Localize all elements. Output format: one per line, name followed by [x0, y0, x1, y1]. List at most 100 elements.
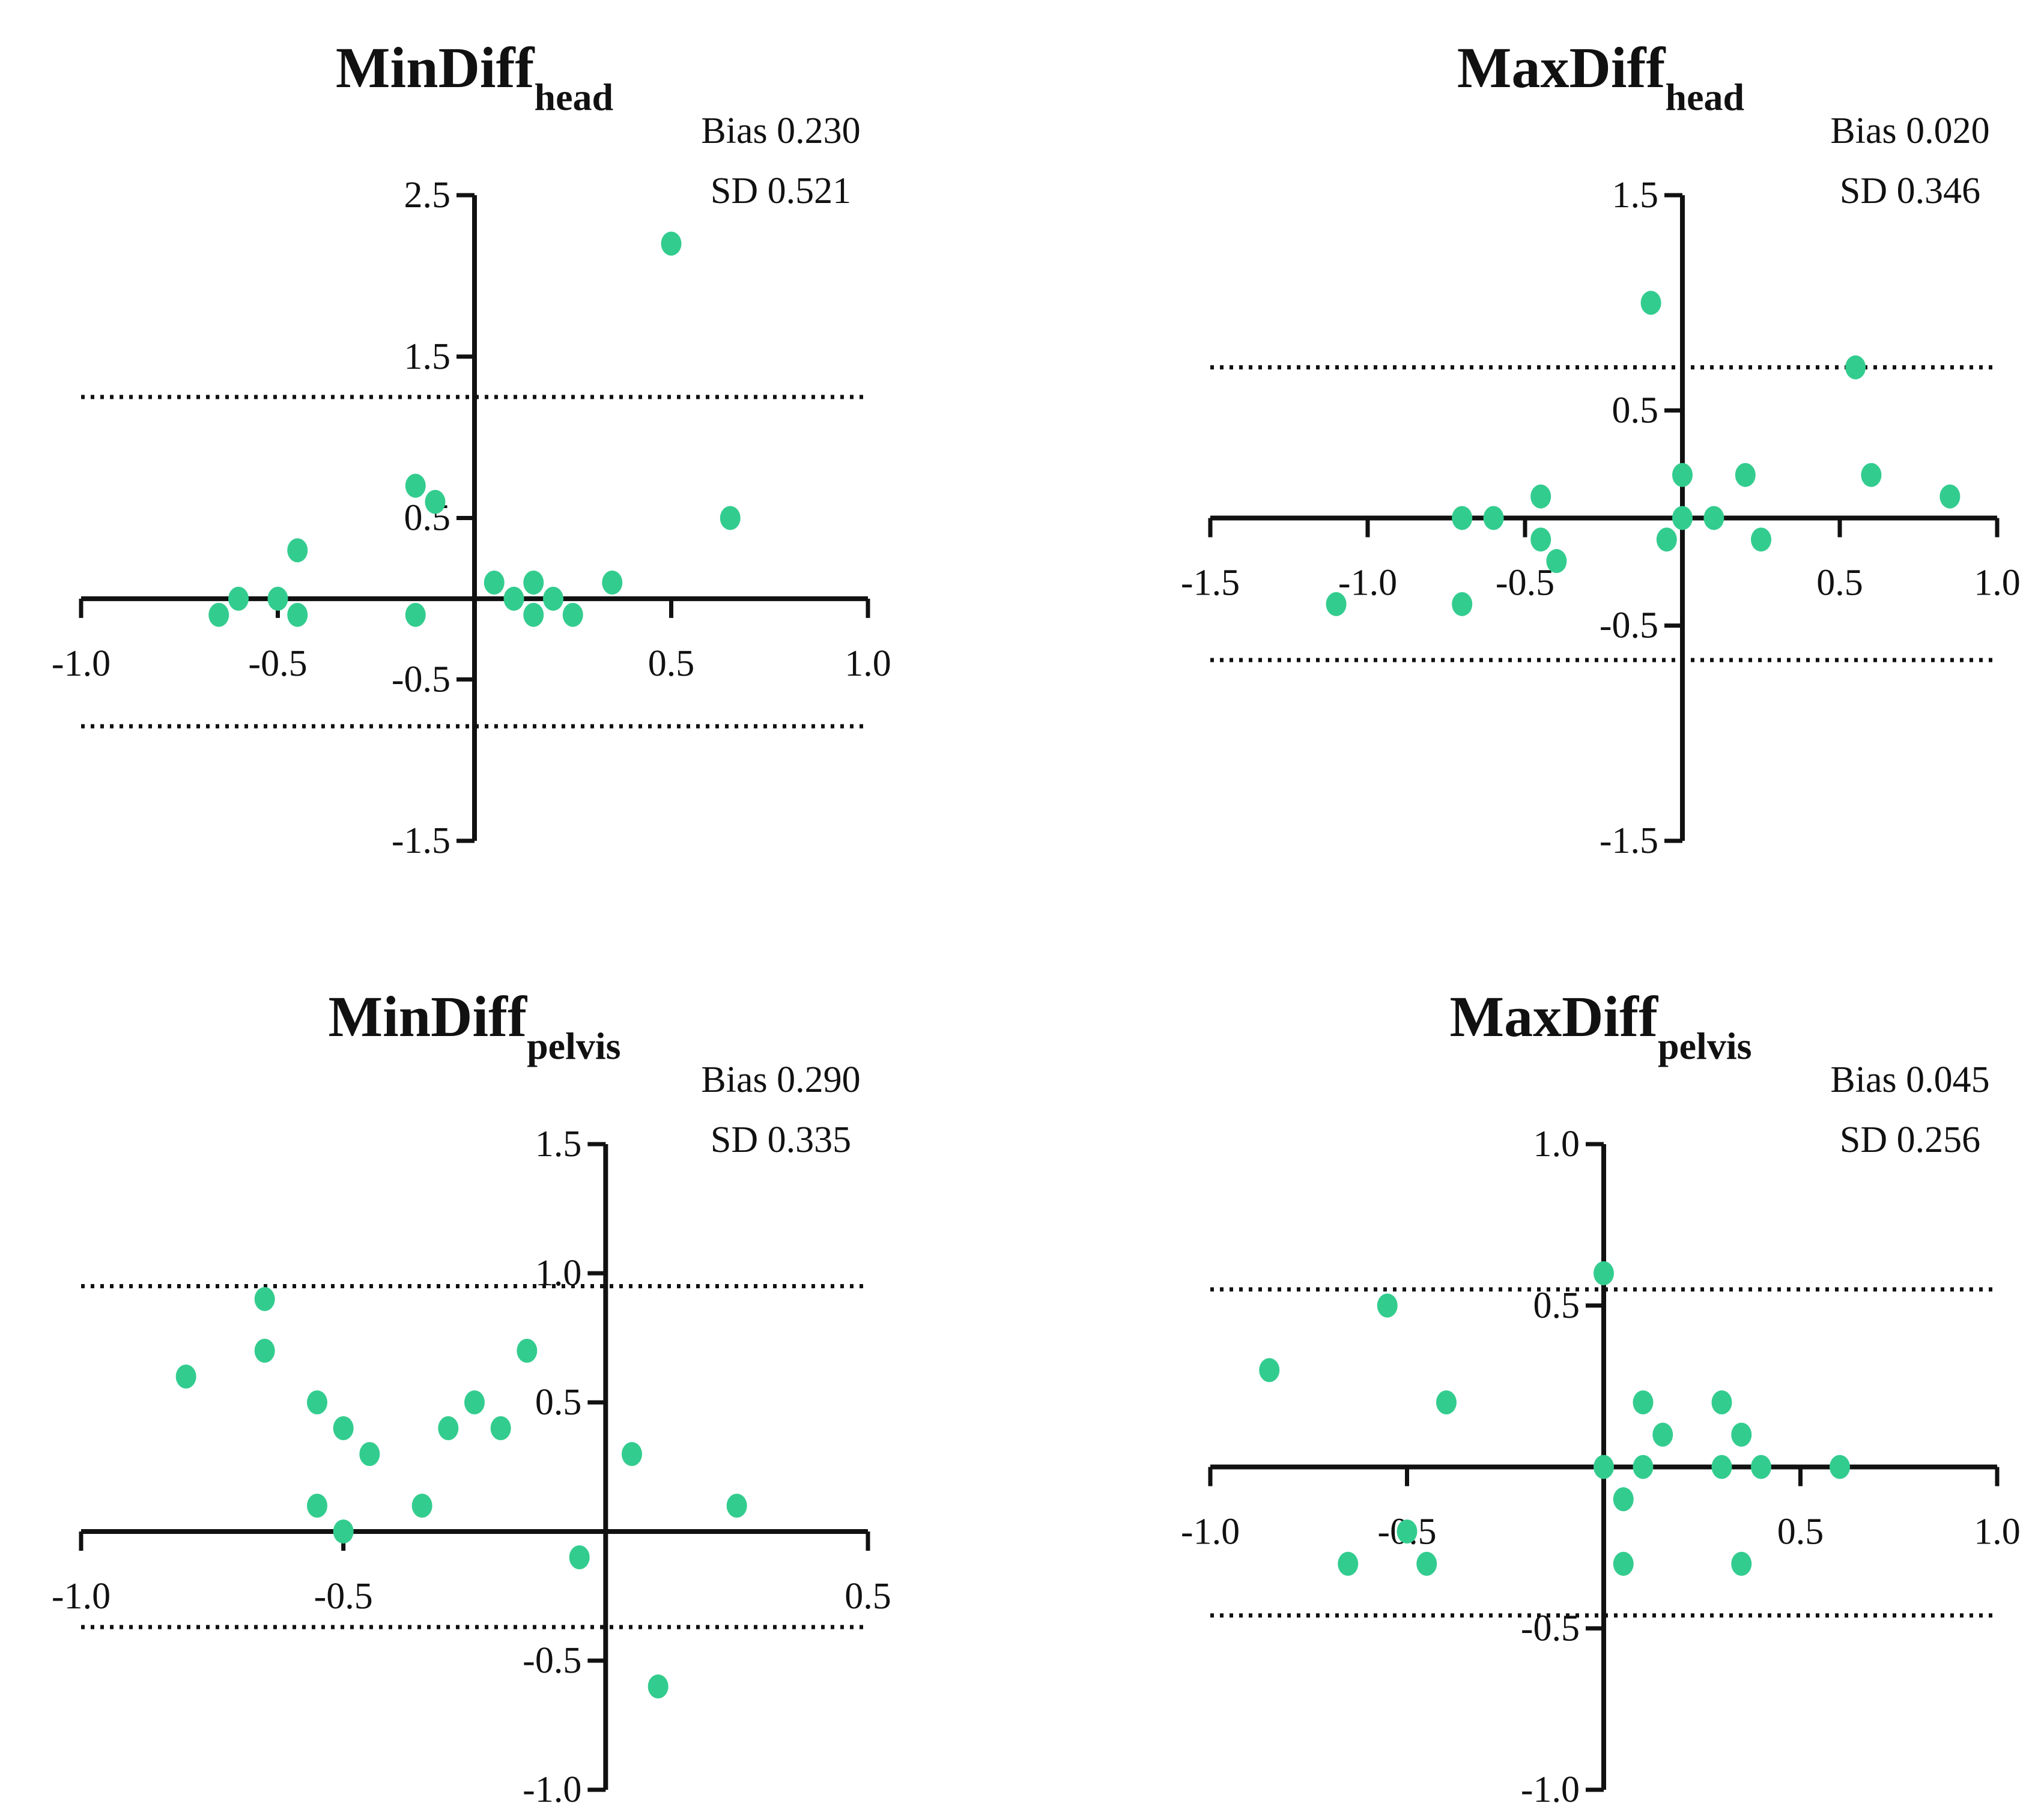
data-point: [411, 1494, 432, 1518]
x-tick-label: 0.5: [1777, 1512, 1824, 1553]
data-point: [517, 1339, 538, 1363]
x-tick-label: 0.5: [648, 643, 695, 684]
data-point: [523, 571, 544, 595]
bias-label: Bias 0.045: [1830, 1059, 1989, 1100]
sd-label: SD 0.521: [711, 171, 851, 211]
data-point: [1594, 1261, 1614, 1285]
data-point: [1530, 484, 1551, 509]
y-tick-label: -0.5: [523, 1640, 581, 1681]
bias-label: Bias 0.230: [701, 111, 860, 151]
data-point: [1939, 484, 1961, 509]
x-tick-label: 1.0: [1974, 1512, 2021, 1553]
x-tick-label: 0.5: [845, 1576, 891, 1617]
chart-title-main: MinDiff: [336, 35, 535, 100]
y-tick-label: -1.5: [1600, 820, 1658, 861]
x-tick-label: -1.0: [52, 1576, 111, 1617]
data-point: [333, 1520, 354, 1544]
data-point: [484, 571, 505, 595]
data-point: [1377, 1293, 1398, 1318]
data-point: [647, 1674, 669, 1698]
data-point: [1452, 592, 1473, 616]
data-point: [307, 1390, 327, 1414]
data-point: [1731, 1551, 1752, 1576]
data-point: [359, 1442, 380, 1466]
data-point: [307, 1494, 327, 1518]
data-point: [543, 586, 563, 611]
x-tick-label: 1.0: [845, 643, 891, 684]
data-point: [1711, 1390, 1732, 1414]
data-point: [1656, 527, 1677, 552]
data-point: [569, 1545, 590, 1569]
data-point: [1751, 1455, 1771, 1479]
data-point: [1633, 1455, 1654, 1479]
y-tick-label: 0.5: [1612, 390, 1659, 431]
data-point: [254, 1287, 275, 1311]
bias-label: Bias 0.290: [701, 1059, 860, 1100]
x-tick-label: -1.0: [1181, 1512, 1240, 1553]
data-point: [490, 1416, 511, 1440]
data-point: [1397, 1520, 1418, 1544]
panel-mindiff-pelvis: MinDiffpelvis Bias 0.290 SD 0.335 -1.0 -0.5 0…: [52, 984, 891, 1810]
chart-title-main: MinDiff: [328, 984, 527, 1049]
data-point: [1672, 462, 1693, 487]
data-point: [405, 602, 426, 627]
y-tick-label: 1.5: [404, 336, 451, 377]
data-point: [720, 506, 741, 530]
y-tick-label: -1.0: [1521, 1769, 1580, 1810]
chart-title: MinDiffhead: [336, 35, 613, 118]
chart-title-subscript: head: [535, 76, 614, 118]
x-tick-label: 0.5: [1816, 563, 1863, 604]
data-point: [1452, 506, 1473, 530]
data-point: [523, 602, 544, 627]
data-point: [1530, 527, 1551, 552]
data-point: [1751, 527, 1771, 552]
chart-title: MinDiffpelvis: [328, 984, 620, 1067]
x-tick-label: -0.5: [1496, 563, 1554, 604]
data-point: [438, 1416, 459, 1440]
data-point: [562, 602, 583, 627]
chart-title-subscript: pelvis: [1658, 1025, 1751, 1067]
data-point: [1546, 549, 1567, 574]
x-tick-label: -0.5: [248, 643, 307, 684]
y-tick-label: -1.5: [392, 820, 450, 861]
y-tick-label: 1.5: [1612, 175, 1659, 216]
panel-maxdiff-head: MaxDiffhead Bias 0.020 SD 0.346 -1.5 -1.0 -0.…: [1181, 35, 2021, 861]
chart-title-subscript: pelvis: [527, 1025, 620, 1067]
data-point: [1633, 1390, 1654, 1414]
x-tick-label: -1.5: [1181, 563, 1240, 604]
data-point: [1861, 462, 1882, 487]
data-point: [503, 586, 524, 611]
y-tick-label: -0.5: [1521, 1608, 1580, 1649]
data-point: [208, 602, 229, 627]
x-tick-label: 1.0: [1974, 563, 2021, 604]
data-point: [1845, 355, 1866, 380]
data-point: [1326, 592, 1347, 616]
chart-title: MaxDiffhead: [1457, 35, 1744, 118]
data-point: [726, 1494, 747, 1518]
x-tick-label: -0.5: [314, 1576, 373, 1617]
data-point: [254, 1339, 275, 1363]
data-point: [1652, 1422, 1673, 1447]
chart-title-subscript: head: [1665, 76, 1744, 118]
y-tick-label: 1.5: [535, 1124, 582, 1165]
data-point: [333, 1416, 354, 1440]
data-point: [622, 1442, 642, 1466]
data-point: [1613, 1551, 1634, 1576]
x-tick-label: -1.0: [52, 643, 111, 684]
panel-maxdiff-pelvis: MaxDiffpelvis Bias 0.045 SD 0.256 -1.0 -0.5 0…: [1181, 984, 2021, 1810]
chart-title-main: MaxDiff: [1457, 35, 1666, 100]
y-tick-label: -1.0: [523, 1769, 581, 1810]
data-point: [1436, 1390, 1457, 1414]
data-point: [405, 473, 426, 498]
y-tick-label: -0.5: [392, 659, 450, 700]
data-point: [661, 231, 682, 256]
sd-label: SD 0.346: [1840, 171, 1980, 211]
data-point: [1483, 506, 1504, 530]
data-point: [1594, 1455, 1614, 1479]
data-point: [1640, 291, 1661, 315]
data-point: [287, 602, 308, 627]
data-point: [1338, 1551, 1359, 1576]
panel-mindiff-head: MinDiffhead Bias 0.230 SD 0.521 -1.0 -0.5 0.5…: [52, 35, 891, 861]
